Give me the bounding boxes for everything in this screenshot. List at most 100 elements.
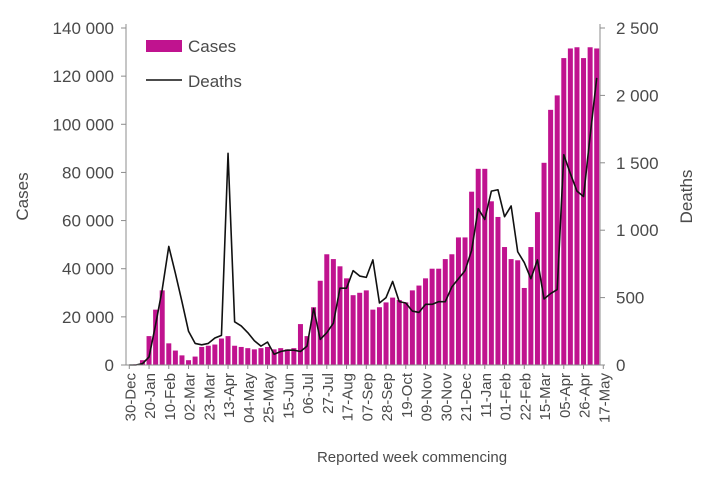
cases-bar	[456, 237, 461, 365]
cases-bar	[449, 254, 454, 365]
cases-bar	[219, 339, 224, 365]
cases-bar	[179, 355, 184, 365]
cases-bar	[423, 278, 428, 365]
cases-bar	[403, 302, 408, 365]
cases-bar	[298, 324, 303, 365]
x-tick-label: 07-Sep	[359, 373, 376, 421]
cases-bar	[193, 357, 198, 365]
y-axis-title-left: Cases	[13, 172, 32, 220]
cases-bar	[245, 348, 250, 365]
right-tick-label: 1 500	[616, 154, 659, 173]
cases-bar	[574, 47, 579, 365]
cases-bar	[555, 95, 560, 365]
cases-bar	[206, 346, 211, 365]
cases-bar	[226, 336, 231, 365]
right-tick-label: 2 000	[616, 86, 659, 105]
cases-bar	[199, 347, 204, 365]
right-tick-label: 1 000	[616, 221, 659, 240]
cases-bar	[410, 290, 415, 365]
cases-bar	[588, 47, 593, 365]
cases-bar	[324, 254, 329, 365]
x-tick-label: 27-Jul	[320, 373, 337, 414]
x-tick-label: 17-Aug	[340, 373, 357, 421]
left-tick-label: 40 000	[62, 260, 114, 279]
right-tick-label: 500	[616, 289, 644, 308]
cases-bar	[416, 286, 421, 365]
cases-bar	[436, 269, 441, 365]
x-tick-label: 01-Feb	[498, 373, 515, 421]
x-tick-label: 19-Oct	[399, 372, 416, 418]
x-tick-label: 05-Apr	[557, 373, 574, 418]
left-tick-label: 100 000	[53, 115, 114, 134]
cases-bar	[173, 351, 178, 365]
left-tick-label: 20 000	[62, 308, 114, 327]
cases-bar	[285, 349, 290, 365]
cases-bar	[535, 212, 540, 365]
cases-bar	[430, 269, 435, 365]
left-tick-label: 60 000	[62, 212, 114, 231]
cases-bar	[476, 169, 481, 365]
x-tick-label: 30-Nov	[438, 373, 455, 422]
x-tick-label: 02-Mar	[182, 373, 199, 421]
cases-bar	[482, 169, 487, 365]
cases-bar	[542, 163, 547, 365]
x-tick-label: 15-Jun	[280, 373, 297, 419]
cases-bar	[265, 347, 270, 365]
x-tick-label: 26-Apr	[577, 373, 594, 418]
x-tick-label: 06-Jul	[300, 373, 317, 414]
cases-bar	[384, 302, 389, 365]
left-tick-label: 0	[105, 356, 114, 375]
cases-bar	[166, 343, 171, 365]
x-tick-label: 09-Nov	[419, 373, 436, 422]
right-tick-label: 0	[616, 356, 625, 375]
cases-bar	[495, 217, 500, 365]
legend-cases-swatch	[146, 40, 182, 52]
cases-bar	[489, 201, 494, 365]
y-axis-title-right: Deaths	[677, 170, 696, 224]
x-tick-label: 28-Sep	[379, 373, 396, 421]
cases-bar	[351, 295, 356, 365]
x-tick-label: 25-May	[261, 373, 278, 424]
cases-bar	[370, 310, 375, 365]
x-tick-label: 17-May	[596, 373, 613, 424]
cases-bar	[344, 278, 349, 365]
x-tick-label: 15-Mar	[537, 373, 554, 421]
cases-bar	[515, 260, 520, 365]
cases-bar	[443, 259, 448, 365]
cases-bar	[463, 237, 468, 365]
cases-bar	[522, 288, 527, 365]
x-axis-title: Reported week commencing	[317, 449, 507, 466]
cases-bar	[258, 348, 263, 365]
x-tick-label: 10-Feb	[162, 373, 179, 421]
cases-bar	[528, 247, 533, 365]
x-tick-label: 11-Jan	[478, 373, 495, 418]
x-tick-label: 04-May	[241, 373, 258, 424]
legend-cases-label: Cases	[188, 37, 236, 56]
x-tick-label: 23-Mar	[201, 373, 218, 421]
cases-bar	[232, 346, 237, 365]
x-tick-label: 21-Dec	[458, 373, 475, 422]
cases-bar	[502, 247, 507, 365]
cases-bar	[377, 307, 382, 365]
x-tick-label: 22-Feb	[517, 373, 534, 421]
cases-bar	[548, 110, 553, 365]
left-tick-label: 120 000	[53, 67, 114, 86]
x-tick-label: 13-Apr	[221, 373, 238, 418]
cases-bar	[239, 347, 244, 365]
x-tick-label: 20-Jan	[142, 373, 159, 419]
right-tick-label: 2 500	[616, 19, 659, 38]
legend-deaths-label: Deaths	[188, 72, 242, 91]
cases-bar	[337, 266, 342, 365]
cases-bar	[252, 349, 257, 365]
cases-bar	[397, 300, 402, 365]
cases-bar	[186, 360, 191, 365]
cases-bar	[469, 192, 474, 365]
cases-bar	[509, 259, 514, 365]
left-tick-label: 140 000	[53, 19, 114, 38]
cases-bar	[364, 290, 369, 365]
cases-bar	[581, 58, 586, 365]
cases-bar	[357, 293, 362, 365]
x-tick-label: 30-Dec	[122, 373, 139, 422]
cases-bar	[390, 298, 395, 365]
